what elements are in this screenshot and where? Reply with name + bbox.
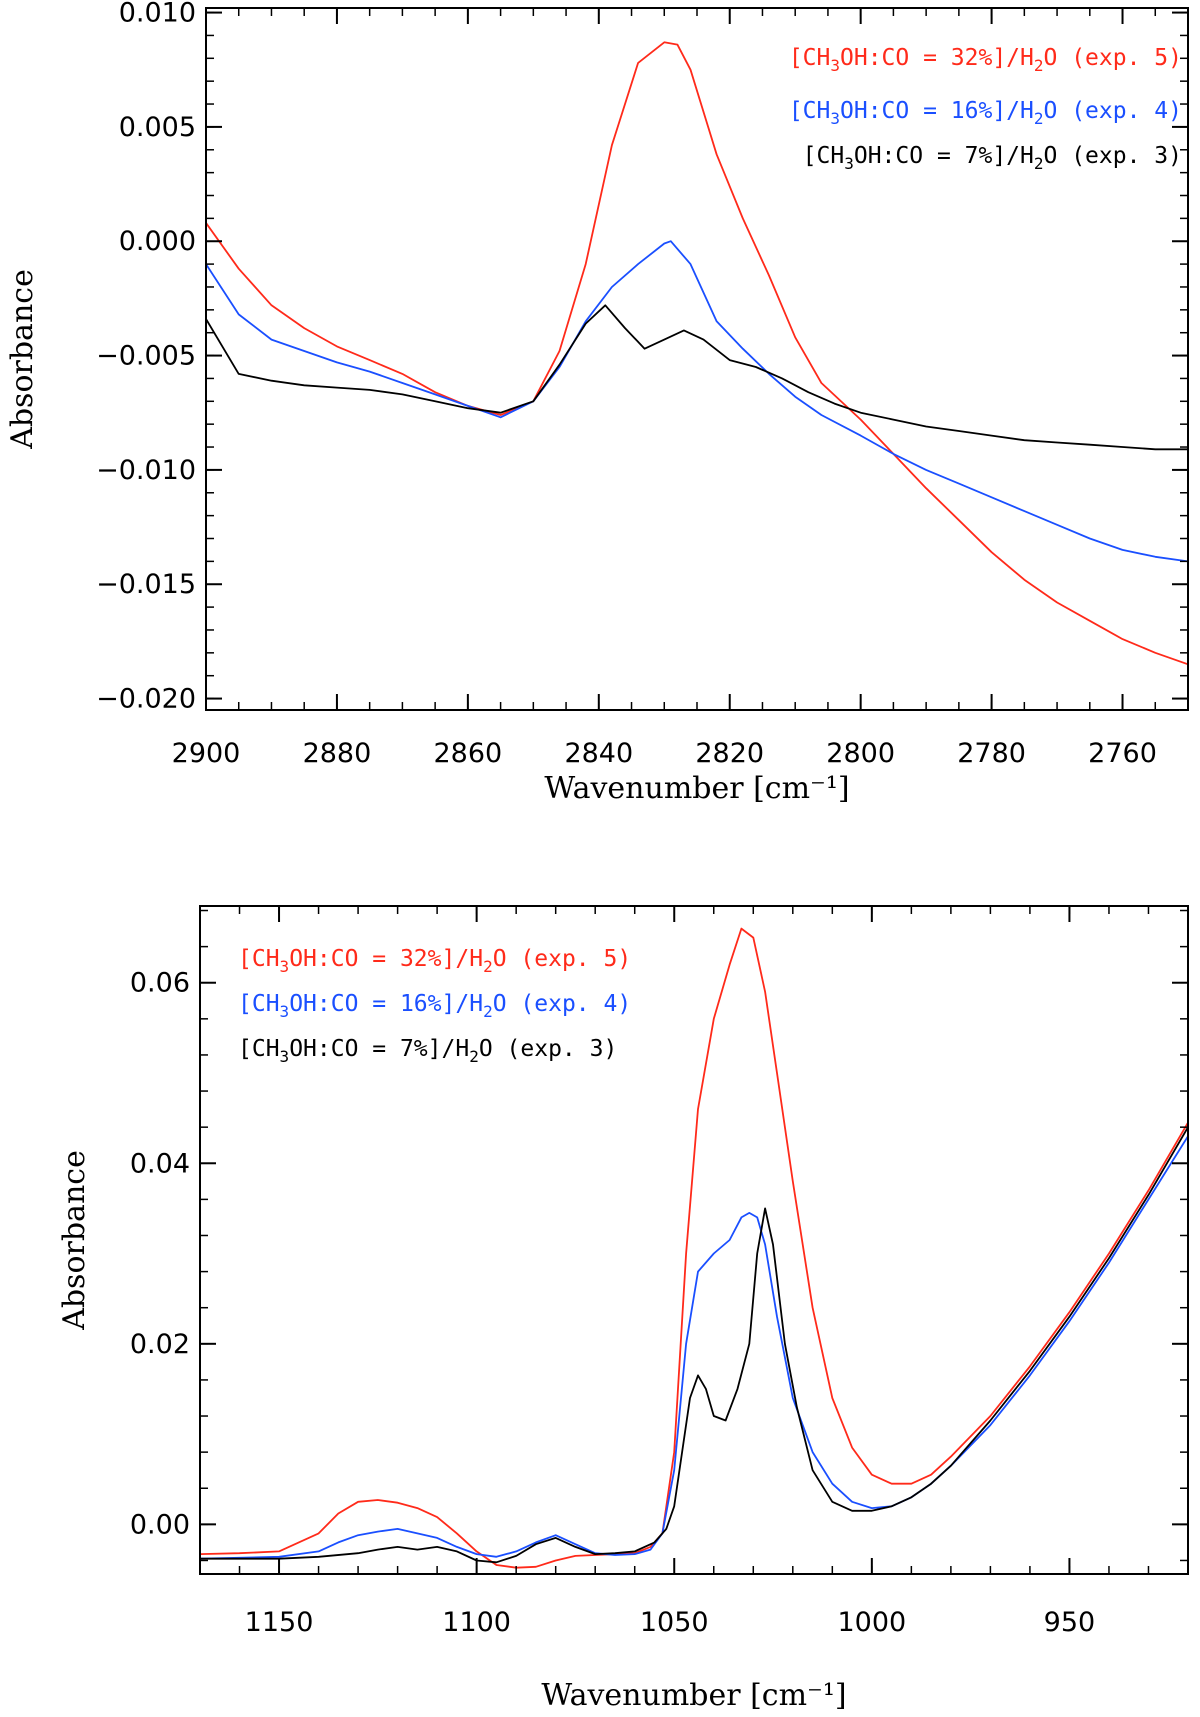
bottom-series-line-1 bbox=[200, 1135, 1188, 1560]
bottom-legend-entry-1: [CH3OH:CO = 16%]/H2O (exp. 4) bbox=[238, 991, 631, 1021]
top-y-tick-label: 0.010 bbox=[119, 0, 196, 29]
bottom-legend-entry-0: [CH3OH:CO = 32%]/H2O (exp. 5) bbox=[238, 946, 631, 976]
top-x-tick-label: 2840 bbox=[564, 738, 633, 769]
bottom-plot-frame bbox=[199, 905, 1189, 1575]
top-chart: 2900 2880 2860 2840 2820 2800 2780 2760 0.010 0.0… bbox=[5, 0, 1189, 806]
top-y-tick-label: −0.010 bbox=[96, 455, 196, 486]
bottom-y-tick-label: 0.04 bbox=[130, 1148, 190, 1179]
bottom-y-axis-label: Absorbance bbox=[57, 1150, 92, 1331]
bottom-x-tick-label: 1050 bbox=[640, 1607, 709, 1638]
top-y-tick-label: −0.005 bbox=[96, 341, 196, 372]
bottom-x-tick-label: 1000 bbox=[837, 1607, 906, 1638]
bottom-series-line-2 bbox=[200, 1126, 1188, 1564]
top-x-tick-label: 2900 bbox=[172, 738, 241, 769]
top-y-tick-label: −0.020 bbox=[96, 684, 196, 715]
bottom-x-tick-label: 1150 bbox=[245, 1607, 314, 1638]
bottom-legend-entry-2: [CH3OH:CO = 7%]/H2O (exp. 3) bbox=[238, 1036, 617, 1066]
top-x-tick-label: 2800 bbox=[826, 738, 895, 769]
top-y-axis-label: Absorbance bbox=[5, 269, 40, 450]
bottom-y-tick-label: 0.00 bbox=[130, 1509, 190, 1540]
top-x-tick-label: 2760 bbox=[1088, 738, 1157, 769]
top-legend-entry-0: [CH3OH:CO = 32%]/H2O (exp. 5) bbox=[789, 45, 1182, 75]
top-y-tick-label: 0.005 bbox=[119, 112, 196, 143]
top-y-tick-label: −0.015 bbox=[96, 569, 196, 600]
bottom-x-tick-label: 1100 bbox=[442, 1607, 511, 1638]
bottom-x-tick-label: 950 bbox=[1044, 1607, 1096, 1638]
top-x-tick-label: 2820 bbox=[695, 738, 764, 769]
top-x-tick-label: 2880 bbox=[303, 738, 372, 769]
top-x-axis-label: Wavenumber [cm⁻¹] bbox=[544, 771, 849, 806]
bottom-y-tick-label: 0.06 bbox=[130, 968, 190, 999]
top-legend-entry-2: [CH3OH:CO = 7%]/H2O (exp. 3) bbox=[803, 143, 1182, 173]
top-x-tick-label: 2780 bbox=[957, 738, 1026, 769]
top-series-line-1 bbox=[206, 240, 1188, 563]
top-y-tick-label: 0.000 bbox=[119, 226, 196, 257]
top-series-line-2 bbox=[206, 304, 1188, 451]
top-x-tick-label: 2860 bbox=[434, 738, 503, 769]
bottom-y-tick-label: 0.02 bbox=[130, 1329, 190, 1360]
bottom-x-axis-label: Wavenumber [cm⁻¹] bbox=[541, 1678, 846, 1713]
top-series-line-0 bbox=[206, 41, 1188, 666]
bottom-chart: 1150 1100 1050 1000 950 0.00 0.02 0.04 0.06 Waven… bbox=[57, 905, 1189, 1713]
top-legend-entry-1: [CH3OH:CO = 16%]/H2O (exp. 4) bbox=[789, 98, 1182, 128]
bottom-series-line-0 bbox=[200, 927, 1188, 1569]
